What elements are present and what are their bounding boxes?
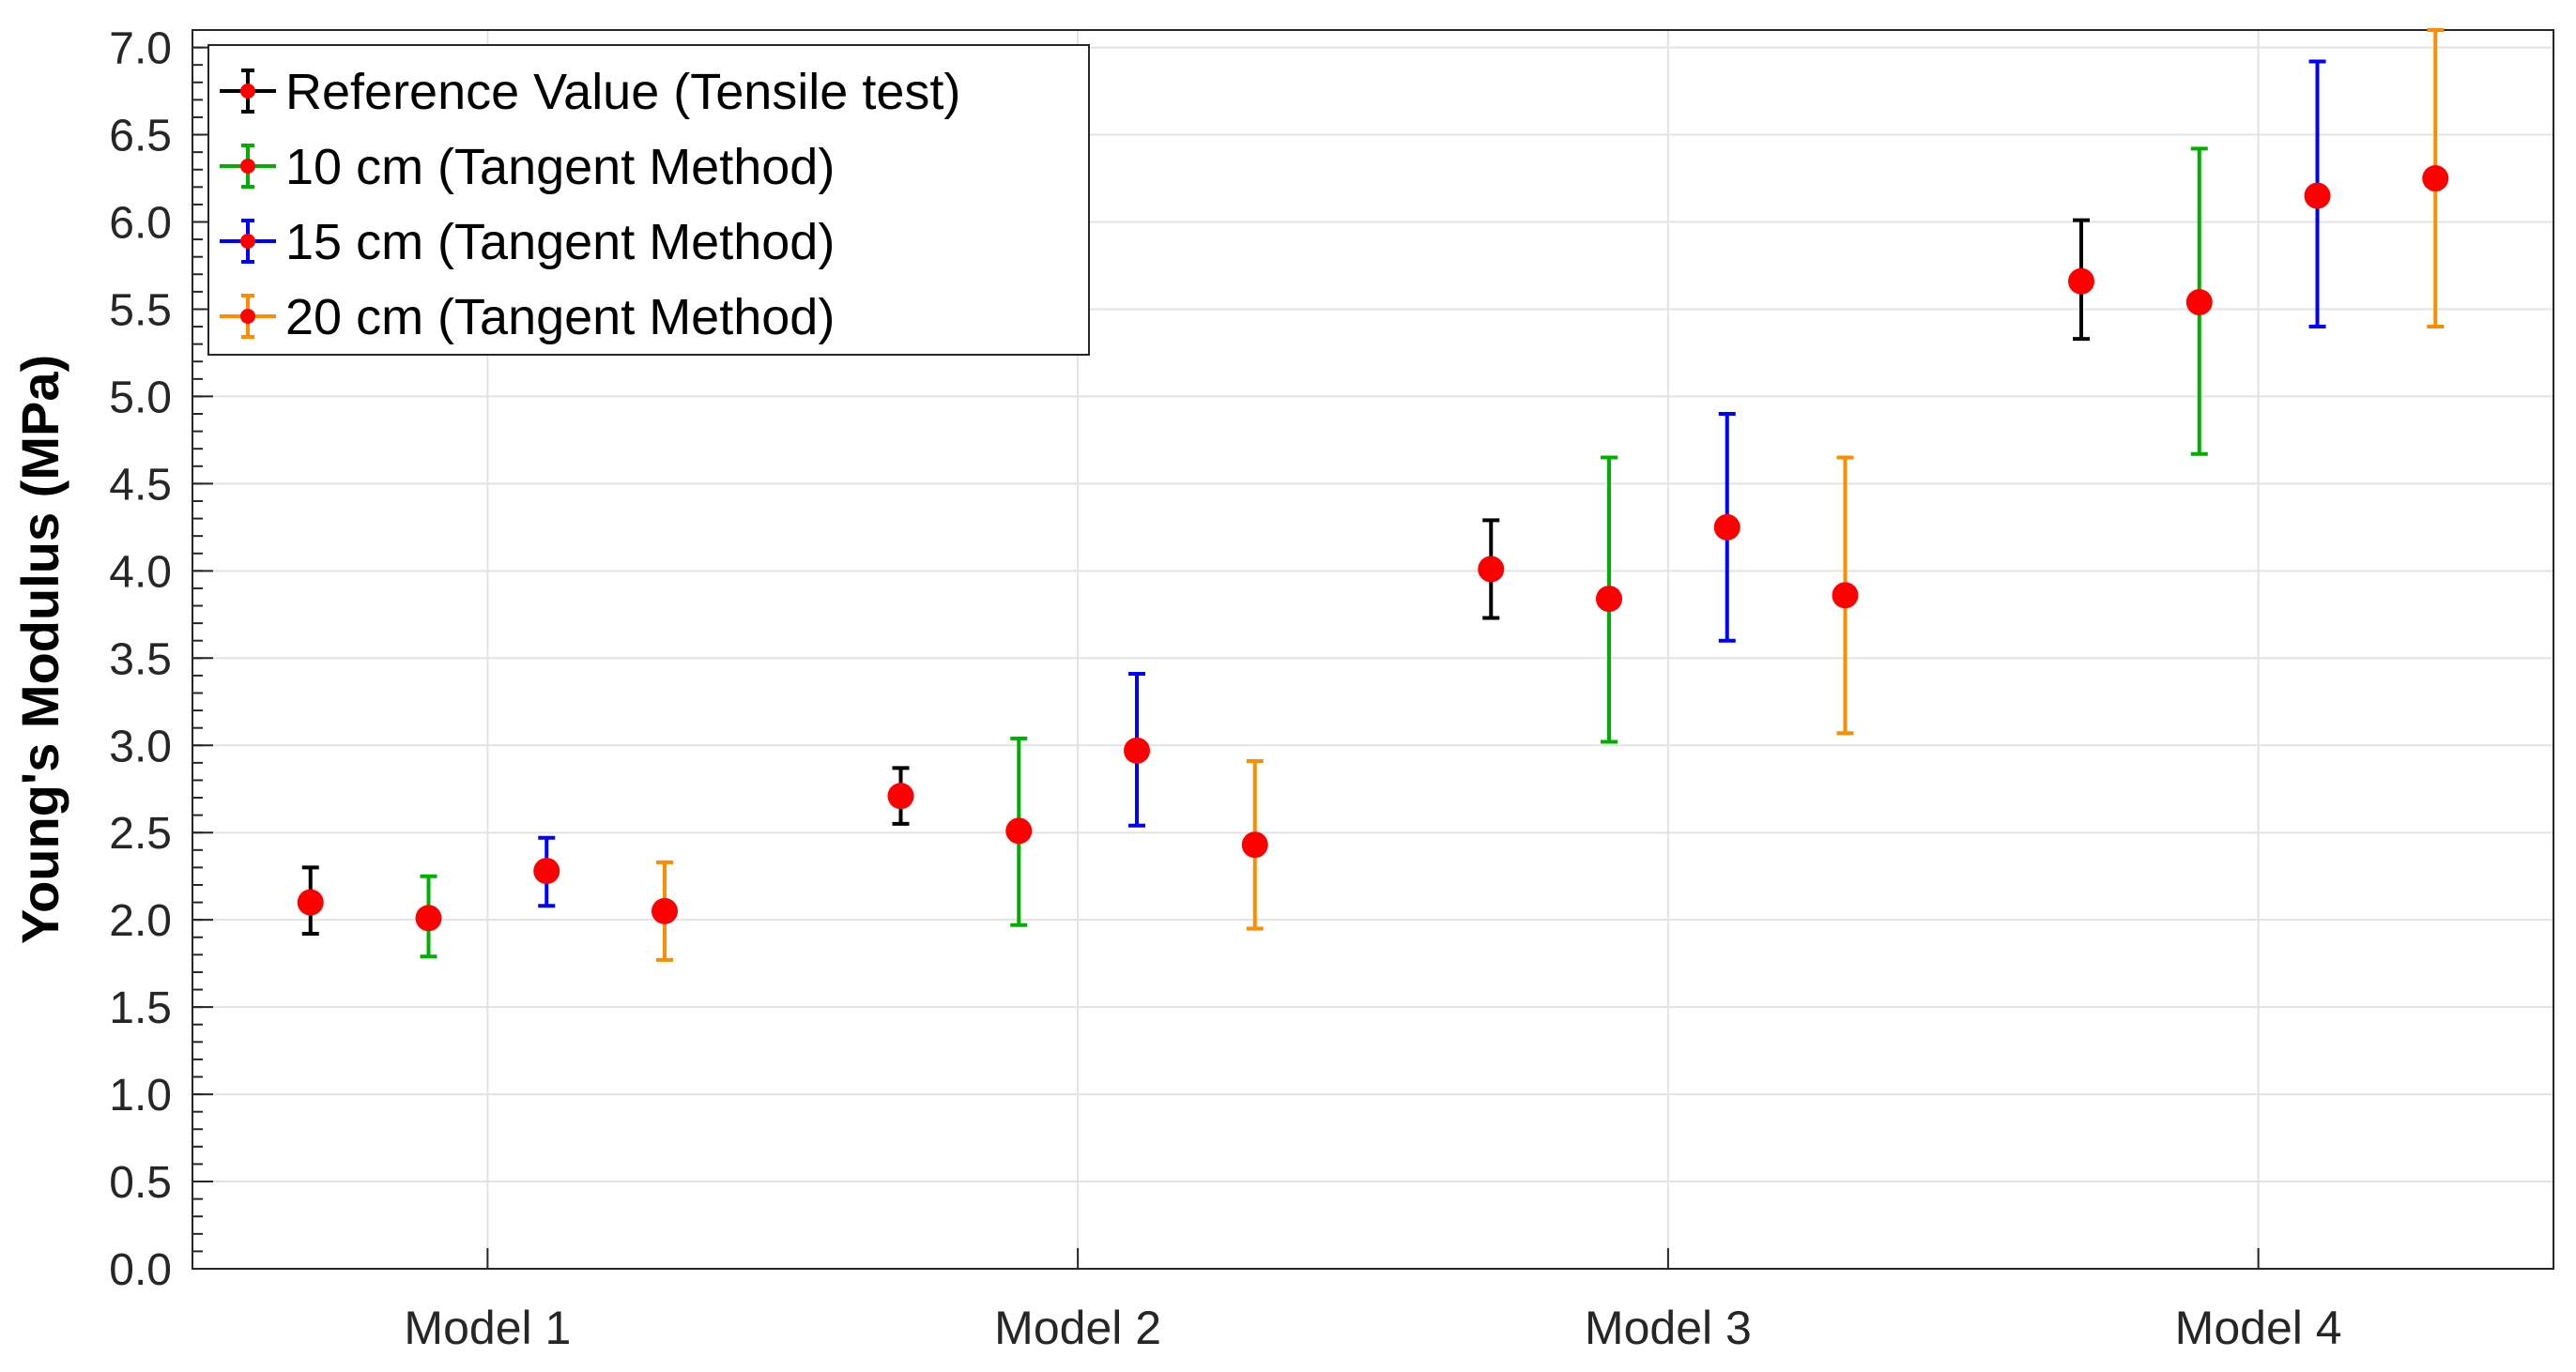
y-axis-label: Young's Modulus (MPa) — [10, 355, 69, 944]
y-tick-label: 1.0 — [109, 1071, 172, 1120]
data-point — [1241, 831, 1268, 859]
x-tick-label: Model 4 — [2175, 1302, 2342, 1354]
y-tick-label: 1.5 — [109, 983, 172, 1033]
data-point — [1124, 737, 1150, 764]
legend-label: 10 cm (Tangent Method) — [285, 139, 835, 195]
legend-entry-3: 15 cm (Tangent Method) — [220, 214, 835, 270]
legend-label: 15 cm (Tangent Method) — [285, 214, 835, 270]
series-1 — [297, 218, 2094, 937]
legend-label: Reference Value (Tensile test) — [285, 64, 960, 120]
legend-marker — [240, 84, 255, 99]
x-tick-label: Model 1 — [404, 1302, 571, 1354]
data-point — [415, 905, 442, 932]
series-layer — [297, 28, 2449, 962]
series-2 — [415, 146, 2213, 959]
legend-entry-1: Reference Value (Tensile test) — [220, 64, 960, 120]
data-point — [1832, 582, 1859, 609]
series-4 — [652, 28, 2449, 962]
y-tick-label: 5.0 — [109, 373, 172, 422]
data-point — [2185, 289, 2213, 316]
y-tick-label: 0.5 — [109, 1158, 172, 1208]
data-point — [1713, 513, 1740, 541]
y-tick-label: 6.0 — [109, 199, 172, 249]
series-3 — [533, 59, 2331, 908]
legend-entry-4: 20 cm (Tangent Method) — [220, 289, 835, 345]
legend: Reference Value (Tensile test) 10 cm (Tan… — [207, 44, 1090, 356]
y-axis-ticks: 0.0 0.5 1.0 1.5 2.0 2.5 3.0 3.5 4.0 4.5 5.0 5.5 6.0 6… — [109, 24, 213, 1295]
y-tick-label: 4.0 — [109, 547, 172, 597]
data-point — [652, 897, 678, 924]
y-tick-label: 0.0 — [109, 1245, 172, 1295]
x-tick-label: Model 3 — [1585, 1302, 1752, 1354]
y-tick-label: 3.0 — [109, 722, 172, 771]
legend-marker — [240, 309, 255, 324]
legend-items: Reference Value (Tensile test) 10 cm (Tan… — [220, 64, 960, 345]
data-point — [2422, 165, 2449, 192]
x-axis-ticks: Model 1 Model 2 Model 3 Model 4 — [404, 1248, 2342, 1354]
y-tick-label: 2.0 — [109, 896, 172, 946]
data-point — [1596, 586, 1622, 613]
legend-label: 20 cm (Tangent Method) — [285, 289, 835, 345]
y-tick-label: 3.5 — [109, 634, 172, 684]
legend-marker — [240, 159, 255, 174]
legend-box — [207, 44, 1090, 356]
data-point — [1005, 817, 1033, 845]
data-point — [2304, 182, 2331, 209]
legend-marker — [240, 234, 255, 249]
y-tick-label: 4.5 — [109, 460, 172, 510]
data-point — [297, 889, 324, 916]
data-point — [2068, 267, 2094, 295]
y-tick-label: 6.5 — [109, 112, 172, 161]
y-tick-label: 5.5 — [109, 285, 172, 335]
x-tick-label: Model 2 — [994, 1302, 1161, 1354]
y-minor-ticks — [192, 29, 203, 1270]
data-point — [533, 858, 560, 885]
data-point — [1478, 556, 1505, 583]
y-tick-label: 7.0 — [109, 24, 172, 74]
data-point — [887, 783, 914, 810]
y-tick-label: 2.5 — [109, 809, 172, 859]
legend-entry-2: 10 cm (Tangent Method) — [220, 139, 835, 195]
plot-frame — [192, 29, 2554, 1270]
